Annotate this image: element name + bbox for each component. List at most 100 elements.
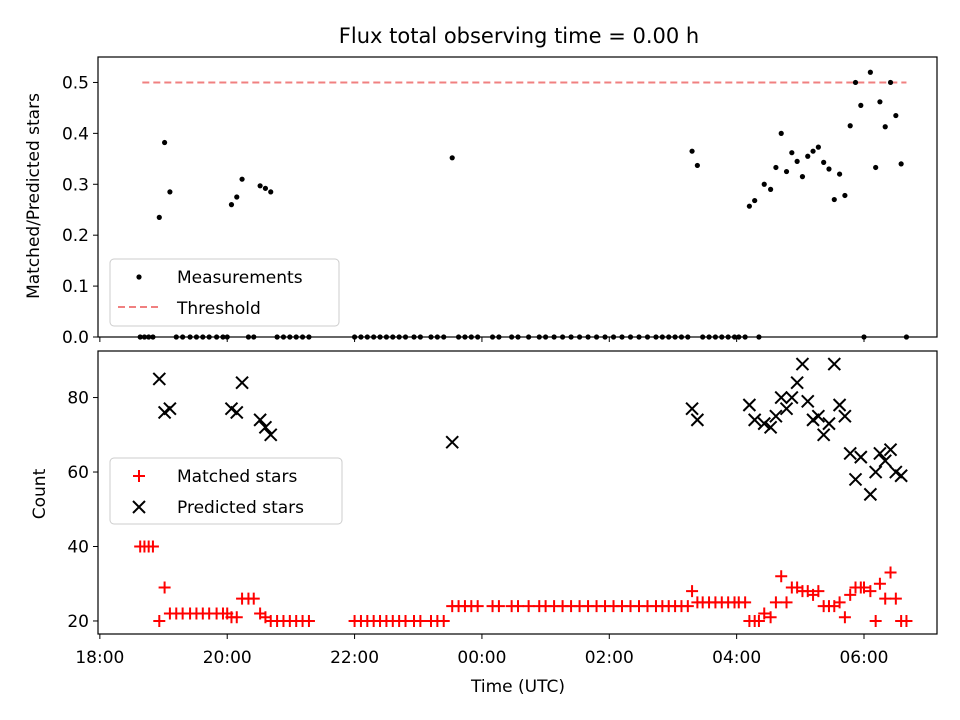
predicted-stars-point <box>253 413 267 427</box>
predicted-stars-point <box>742 398 757 412</box>
bottom-x-tick-label: 20:00 <box>203 648 252 668</box>
measurements-point <box>877 99 883 105</box>
predicted-stars-point <box>445 435 459 449</box>
matched-stars-point <box>414 614 427 627</box>
matched-stars-point <box>681 600 694 613</box>
predicted-stars-point <box>757 416 771 431</box>
legend-predicted-stars-marker <box>132 500 146 514</box>
matched-stars-point <box>844 588 857 601</box>
predicted-stars-point <box>163 402 177 416</box>
predicted-stars-point <box>883 442 898 457</box>
measurements-point <box>239 176 245 182</box>
measurements-point <box>815 144 821 150</box>
predicted-stars-point <box>863 487 878 502</box>
predicted-stars-point <box>235 375 249 390</box>
measurements-point <box>268 189 274 195</box>
predicted-stars-point <box>152 372 166 386</box>
matched-stars-point <box>869 614 882 627</box>
matched-stars-point <box>158 581 171 594</box>
matched-stars-point <box>302 614 315 627</box>
measurements-point <box>893 112 899 119</box>
measurements-point <box>873 164 879 171</box>
predicted-stars-point <box>264 428 278 442</box>
measurements-point <box>842 192 848 199</box>
measurements-point <box>746 203 752 209</box>
matched-stars-point <box>775 570 788 583</box>
measurements-point <box>167 189 173 195</box>
predicted-stars-point <box>685 402 699 416</box>
measurements-point <box>882 124 888 130</box>
matched-stars-point <box>492 600 505 613</box>
predicted-stars-point <box>258 420 273 435</box>
top-y-tick-label: 0.3 <box>62 175 89 195</box>
measurements-point <box>831 196 837 203</box>
bottom-y-tick-label: 20 <box>67 612 89 632</box>
top-axes-frame <box>97 56 938 338</box>
measurements-point <box>789 150 795 156</box>
matched-stars-point <box>873 577 886 590</box>
matched-stars-point <box>879 592 892 605</box>
matched-stars-point <box>769 596 782 609</box>
legend-measurements-marker <box>136 274 142 280</box>
predicted-stars-point <box>873 446 887 461</box>
bottom-panel: 20 40 60 80 18:00 20:00 22:00 00:00 02:00 04:00 06… <box>67 350 938 668</box>
predicted-stars-point <box>816 428 831 442</box>
bottom-x-tick-label: 22:00 <box>330 648 379 668</box>
measurements-point <box>228 202 235 208</box>
matched-stars-point <box>764 611 777 624</box>
measurements-point <box>858 102 864 108</box>
measurements-point <box>234 194 240 200</box>
matched-stars-point <box>900 614 913 627</box>
bottom-axes-frame <box>97 350 938 635</box>
measurements-point <box>810 148 816 154</box>
measurements-point <box>821 159 827 165</box>
bottom-x-tick-label: 04:00 <box>712 648 761 668</box>
matched-stars-point <box>889 592 902 605</box>
predicted-stars-point <box>774 390 788 405</box>
matched-stars-point <box>758 607 771 620</box>
matched-stars-point <box>153 614 166 627</box>
predicted-stars-point <box>747 413 762 427</box>
measurements-point <box>794 158 800 164</box>
bottom-x-tick-label: 02:00 <box>585 648 634 668</box>
bottom-legend: Matched stars Predicted stars <box>109 457 343 525</box>
bottom-x-tick-label: 06:00 <box>839 648 888 668</box>
bottom-y-tick-label: 40 <box>67 537 89 557</box>
predicted-stars-point <box>843 446 857 461</box>
matched-stars-point <box>512 600 525 613</box>
predicted-stars-point <box>894 469 908 483</box>
predicted-stars-point <box>801 394 815 408</box>
measurements-point <box>847 123 853 129</box>
measurements-point <box>161 139 168 146</box>
predicted-stars-point <box>790 375 804 390</box>
measurements-point <box>867 69 873 75</box>
measurements-point <box>689 148 695 154</box>
predicted-stars-point <box>878 454 892 468</box>
measurements-point <box>752 197 758 204</box>
bottom-y-axis-label: Count <box>30 468 50 519</box>
matched-stars-point <box>780 596 793 609</box>
predicted-stars-point <box>230 405 244 420</box>
matched-stars-point <box>857 581 870 594</box>
top-legend: Measurements Threshold <box>109 258 340 327</box>
measurements-point <box>826 166 832 172</box>
top-y-tick-label: 0.0 <box>62 328 89 348</box>
x-axis-label: Time (UTC) <box>470 677 565 697</box>
measurements-point <box>778 130 784 136</box>
legend-matched-stars-marker <box>133 470 145 482</box>
predicted-stars-point <box>832 398 847 412</box>
predicted-stars-point <box>838 409 852 423</box>
legend-measurements-label: Measurements <box>177 268 303 288</box>
measurements-point <box>805 153 811 159</box>
measurements-point <box>783 168 790 175</box>
measurements-point <box>694 162 700 169</box>
matched-stars-point <box>884 566 897 579</box>
top-y-tick-label: 0.2 <box>62 226 89 246</box>
bottom-y-tick-label: 80 <box>67 389 89 409</box>
matched-stars-point <box>739 596 752 609</box>
chart-title: Flux total observing time = 0.00 h <box>339 24 699 48</box>
measurements-point <box>799 174 806 180</box>
top-y-tick-label: 0.5 <box>62 73 89 93</box>
matched-stars-point <box>230 611 243 624</box>
